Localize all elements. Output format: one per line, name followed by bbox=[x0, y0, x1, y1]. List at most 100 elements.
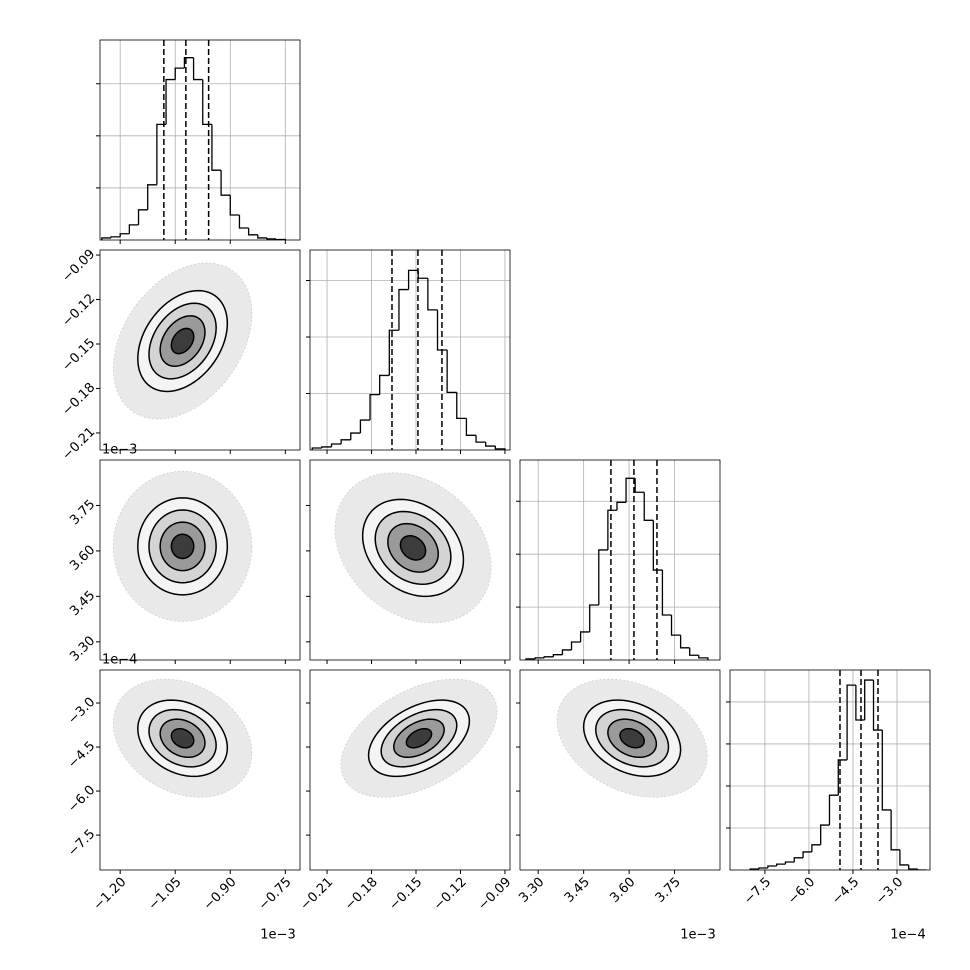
histogram-bin bbox=[634, 478, 645, 493]
histogram-bin bbox=[266, 237, 277, 240]
histogram-bin bbox=[247, 228, 258, 236]
y-tick-label: 3.30 bbox=[67, 634, 98, 665]
y-tick-label: −0.21 bbox=[60, 425, 99, 464]
histogram-bin bbox=[174, 67, 185, 80]
histogram-panel bbox=[306, 249, 511, 451]
x-tick-label: −0.90 bbox=[201, 875, 240, 914]
histogram-bin bbox=[110, 236, 121, 238]
histogram-panel bbox=[726, 669, 931, 871]
histogram-bin bbox=[311, 447, 322, 450]
histogram-bin bbox=[456, 392, 467, 420]
histogram-bin bbox=[670, 615, 681, 636]
y-tick-label: 3.75 bbox=[67, 497, 98, 528]
histogram-bin bbox=[475, 435, 486, 443]
y-tick-label: −7.5 bbox=[65, 827, 98, 860]
histogram-bin bbox=[864, 679, 874, 720]
histogram-bin bbox=[494, 446, 506, 450]
panel-frame bbox=[99, 39, 301, 241]
histogram-bin bbox=[220, 170, 231, 196]
x-tick-label: −1.20 bbox=[91, 875, 130, 914]
histogram-bin bbox=[616, 501, 627, 511]
histogram-bin bbox=[465, 418, 477, 436]
x-offset-label: 1e−3 bbox=[680, 928, 715, 943]
histogram-bin bbox=[570, 641, 581, 650]
histogram-bin bbox=[330, 443, 342, 447]
histogram-bin bbox=[793, 857, 804, 863]
histogram-bin bbox=[543, 656, 554, 658]
histogram-bin bbox=[872, 680, 883, 731]
y-tick-label: 3.45 bbox=[67, 588, 98, 619]
histogram-bin bbox=[379, 374, 390, 395]
x-tick-label: −0.12 bbox=[431, 875, 470, 914]
x-tick-label: −1.05 bbox=[146, 875, 185, 914]
histogram-bin bbox=[340, 439, 351, 445]
histogram-bin bbox=[321, 446, 332, 448]
histogram-bin bbox=[229, 195, 240, 216]
histogram-bin bbox=[369, 393, 380, 421]
y-tick-label: −6.0 bbox=[65, 783, 98, 816]
histogram-bin bbox=[192, 57, 203, 81]
panel-frame bbox=[519, 459, 721, 661]
histogram-bin bbox=[119, 233, 130, 237]
histogram-bin bbox=[855, 685, 865, 721]
histogram-bin bbox=[427, 278, 438, 311]
histogram-bin bbox=[802, 851, 812, 858]
histogram-bin bbox=[846, 684, 856, 760]
histogram-bin bbox=[137, 209, 148, 225]
panel-frame bbox=[99, 249, 301, 451]
y-tick-label: −0.18 bbox=[60, 380, 99, 419]
density-panel bbox=[334, 472, 492, 624]
density-panel bbox=[556, 678, 708, 798]
y-tick-label: −0.15 bbox=[60, 336, 99, 375]
histogram-steps bbox=[311, 269, 506, 450]
histogram-bin bbox=[211, 124, 222, 171]
contour bbox=[405, 727, 433, 749]
x-tick-label: −0.21 bbox=[298, 875, 337, 914]
histogram-bin bbox=[350, 432, 361, 440]
histogram-panel bbox=[96, 39, 301, 241]
histogram-bin bbox=[607, 509, 617, 550]
histogram-bin bbox=[784, 861, 795, 865]
panel-frame bbox=[519, 669, 721, 871]
histogram-bin bbox=[101, 237, 112, 240]
histogram-bin bbox=[579, 631, 590, 643]
x-tick-label: −0.09 bbox=[475, 875, 514, 914]
histogram-bin bbox=[776, 863, 786, 866]
histogram-bin bbox=[890, 809, 900, 851]
x-tick-label: −0.18 bbox=[342, 875, 381, 914]
histogram-bin bbox=[257, 234, 267, 239]
histogram-bin bbox=[398, 288, 409, 331]
contour bbox=[619, 727, 645, 749]
histogram-bin bbox=[881, 730, 892, 811]
y-offset-label: 1e−3 bbox=[102, 443, 137, 458]
histogram-bin bbox=[589, 604, 599, 632]
histogram-bin bbox=[828, 794, 839, 826]
y-tick-label: −4.5 bbox=[65, 739, 98, 772]
histogram-bin bbox=[534, 657, 545, 659]
x-tick-label: −6.0 bbox=[785, 875, 818, 908]
histogram-bin bbox=[485, 442, 496, 447]
histogram-bin bbox=[156, 123, 167, 185]
x-tick-label: 3.60 bbox=[607, 875, 638, 906]
density-panel bbox=[112, 262, 253, 420]
x-tick-label: 3.45 bbox=[562, 875, 593, 906]
histogram-bin bbox=[407, 269, 419, 290]
histogram-bin bbox=[183, 57, 194, 69]
histogram-panel bbox=[516, 459, 721, 661]
density-panel bbox=[340, 678, 498, 798]
panel-frame bbox=[309, 459, 511, 661]
histogram-bin bbox=[202, 79, 212, 126]
panel-frame bbox=[729, 669, 931, 871]
histogram-bin bbox=[552, 654, 563, 657]
histogram-bin bbox=[758, 867, 768, 869]
histogram-bin bbox=[652, 520, 663, 571]
y-tick-label: 3.60 bbox=[67, 543, 98, 574]
histogram-steps bbox=[525, 477, 709, 660]
x-offset-label: 1e−4 bbox=[890, 928, 925, 943]
contour bbox=[170, 533, 195, 560]
histogram-bin bbox=[359, 419, 371, 434]
contour bbox=[170, 327, 195, 355]
panel-frame bbox=[309, 669, 511, 871]
